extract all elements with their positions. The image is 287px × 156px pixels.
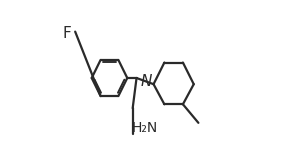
Text: H₂N: H₂N — [132, 121, 158, 135]
Text: F: F — [63, 26, 71, 41]
Text: N: N — [141, 74, 152, 89]
